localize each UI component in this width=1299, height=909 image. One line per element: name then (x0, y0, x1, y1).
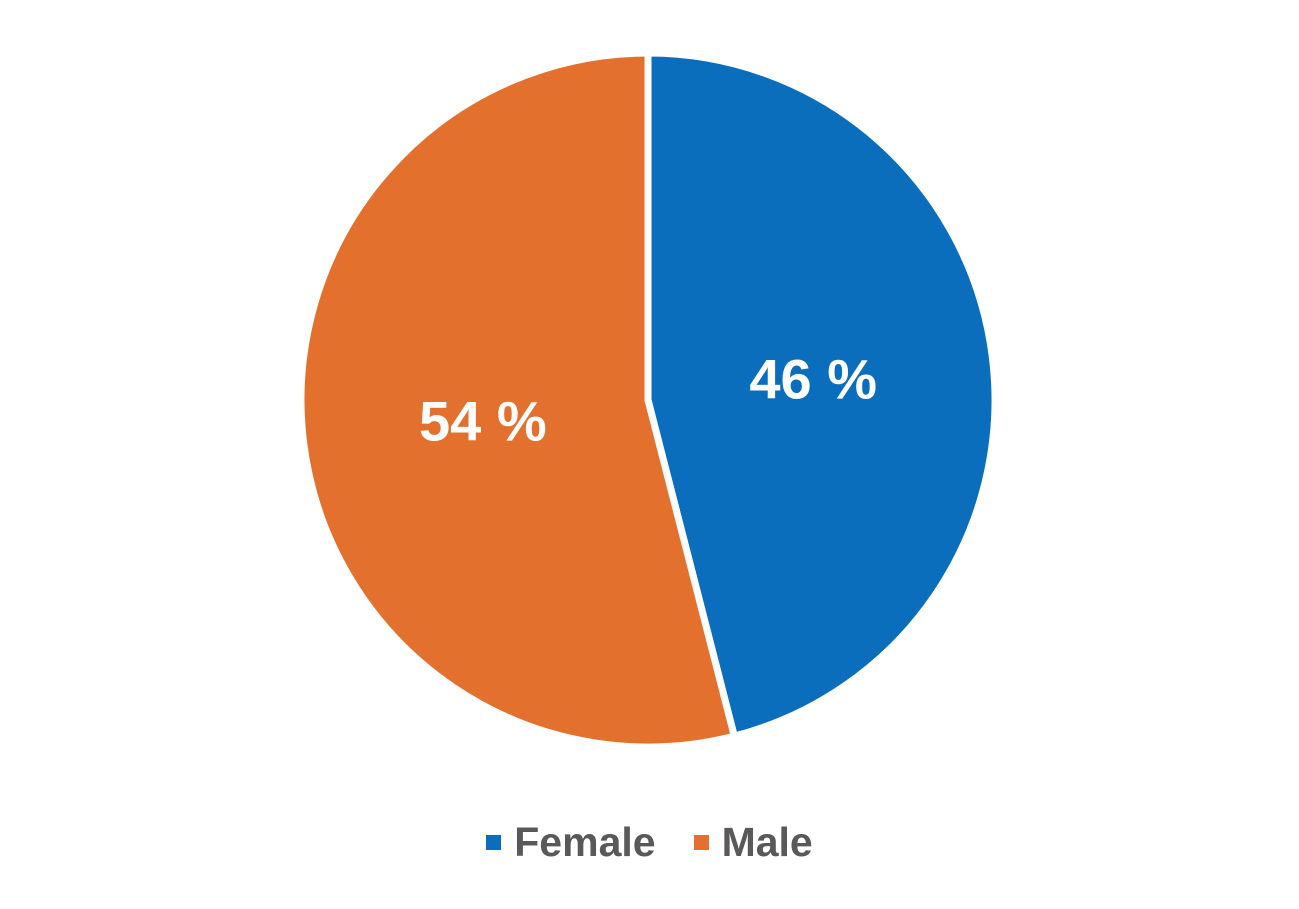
pie-slice-female (644, 49, 999, 741)
pie-slice-male (297, 49, 739, 751)
chart-legend: Female Male (0, 819, 1299, 865)
legend-item-female: Female (486, 819, 656, 865)
legend-label-female: Female (514, 819, 656, 865)
pie-label-female: 46 % (749, 348, 877, 411)
legend-label-male: Male (721, 819, 813, 865)
legend-item-male: Male (693, 819, 813, 865)
legend-swatch-male (693, 835, 709, 851)
pie-label-male: 54 % (419, 389, 547, 452)
legend-swatch-female (486, 835, 502, 851)
